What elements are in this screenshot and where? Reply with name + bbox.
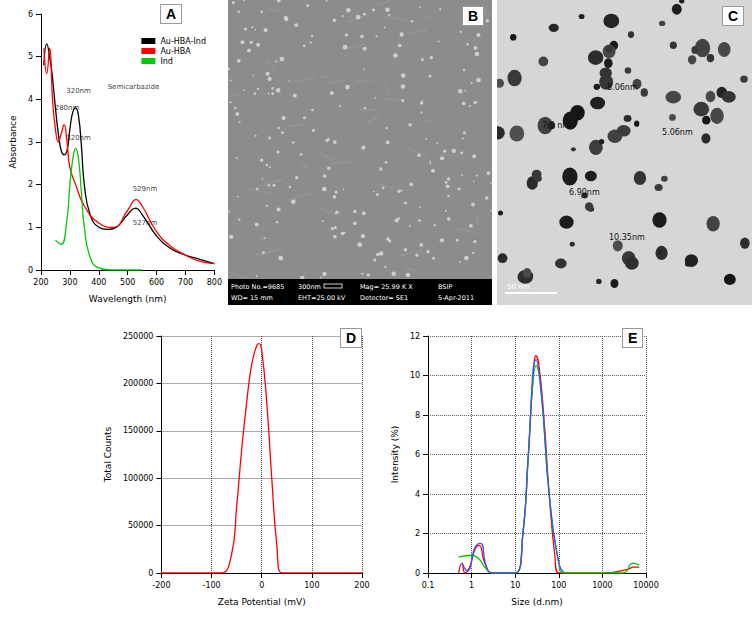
- svg-text:Size (d.nm): Size (d.nm): [511, 597, 562, 607]
- svg-text:8.06nm: 8.06nm: [607, 83, 638, 92]
- svg-text:250000: 250000: [123, 332, 154, 341]
- svg-text:8: 8: [415, 411, 420, 420]
- svg-text:Au-HBA: Au-HBA: [160, 47, 191, 56]
- svg-text:10000: 10000: [633, 581, 658, 590]
- svg-text:400: 400: [91, 278, 106, 287]
- svg-text:EHT=25.00 kV: EHT=25.00 kV: [298, 294, 346, 302]
- svg-text:12: 12: [410, 332, 420, 341]
- svg-text:2: 2: [28, 180, 33, 189]
- svg-text:Photo No.=9685: Photo No.=9685: [231, 283, 284, 291]
- svg-text:1000: 1000: [592, 581, 612, 590]
- svg-text:1: 1: [28, 223, 33, 232]
- svg-text:-100: -100: [203, 581, 221, 590]
- svg-text:10: 10: [510, 581, 520, 590]
- svg-text:5: 5: [28, 52, 33, 61]
- svg-text:300: 300: [62, 278, 77, 287]
- svg-text:200000: 200000: [123, 379, 154, 388]
- svg-text:0: 0: [28, 266, 33, 275]
- svg-text:50 nm: 50 nm: [507, 283, 530, 291]
- svg-text:3: 3: [28, 138, 33, 147]
- svg-text:527nm: 527nm: [133, 219, 158, 227]
- html-text:D: D: [346, 330, 357, 346]
- svg-text:Wavelength (nm): Wavelength (nm): [89, 294, 167, 304]
- svg-text:0.1: 0.1: [422, 581, 435, 590]
- html-text:C: C: [728, 8, 739, 24]
- svg-text:Zeta Potential (mV): Zeta Potential (mV): [218, 597, 306, 607]
- svg-text:100: 100: [304, 581, 319, 590]
- svg-text:6: 6: [28, 10, 33, 19]
- svg-text:320nm: 320nm: [66, 87, 91, 95]
- svg-text:150000: 150000: [123, 426, 154, 435]
- svg-text:200: 200: [354, 581, 369, 590]
- svg-text:200: 200: [33, 278, 48, 287]
- svg-text:0: 0: [415, 569, 420, 578]
- svg-text:Total Counts: Total Counts: [103, 427, 113, 484]
- svg-text:WD= 15 mm: WD= 15 mm: [231, 294, 273, 302]
- svg-text:7.0 nm: 7.0 nm: [542, 121, 570, 130]
- svg-text:800: 800: [207, 278, 222, 287]
- svg-text:5-Apr-2011: 5-Apr-2011: [438, 294, 474, 302]
- svg-text:Absorbance: Absorbance: [8, 115, 18, 169]
- svg-text:5.06nm: 5.06nm: [662, 128, 693, 137]
- svg-text:100: 100: [551, 581, 566, 590]
- svg-text:-200: -200: [152, 581, 170, 590]
- svg-text:600: 600: [149, 278, 164, 287]
- svg-text:1: 1: [469, 581, 474, 590]
- svg-text:6.90nm: 6.90nm: [569, 188, 600, 197]
- svg-text:320nm: 320nm: [66, 134, 91, 142]
- html-text:B: B: [468, 8, 479, 24]
- svg-text:2: 2: [415, 529, 420, 538]
- svg-text:BSIP: BSIP: [438, 283, 452, 291]
- svg-text:0: 0: [259, 581, 264, 590]
- svg-text:0: 0: [148, 569, 153, 578]
- svg-text:4: 4: [415, 490, 420, 499]
- svg-text:4: 4: [28, 95, 33, 104]
- svg-text:Detector= SE1: Detector= SE1: [360, 294, 408, 302]
- svg-text:10: 10: [410, 371, 420, 380]
- svg-text:Semicarbazide: Semicarbazide: [108, 83, 160, 91]
- svg-text:700: 700: [178, 278, 193, 287]
- svg-text:50000: 50000: [128, 521, 153, 530]
- svg-text:100000: 100000: [123, 474, 154, 483]
- svg-text:10.35nm: 10.35nm: [609, 233, 645, 242]
- svg-text:300nm: 300nm: [298, 283, 321, 291]
- svg-text:529nm: 529nm: [133, 185, 158, 193]
- html-text:A: A: [166, 6, 177, 22]
- svg-text:280nm: 280nm: [54, 103, 80, 112]
- svg-text:Ind: Ind: [160, 57, 173, 66]
- svg-text:Mag= 25.99 K X: Mag= 25.99 K X: [360, 283, 413, 291]
- svg-text:6: 6: [415, 450, 420, 459]
- svg-text:500: 500: [120, 278, 135, 287]
- svg-text:Intensity (%): Intensity (%): [390, 426, 400, 484]
- svg-text:Au-HBA-Ind: Au-HBA-Ind: [160, 37, 206, 46]
- html-text:E: E: [628, 330, 638, 346]
